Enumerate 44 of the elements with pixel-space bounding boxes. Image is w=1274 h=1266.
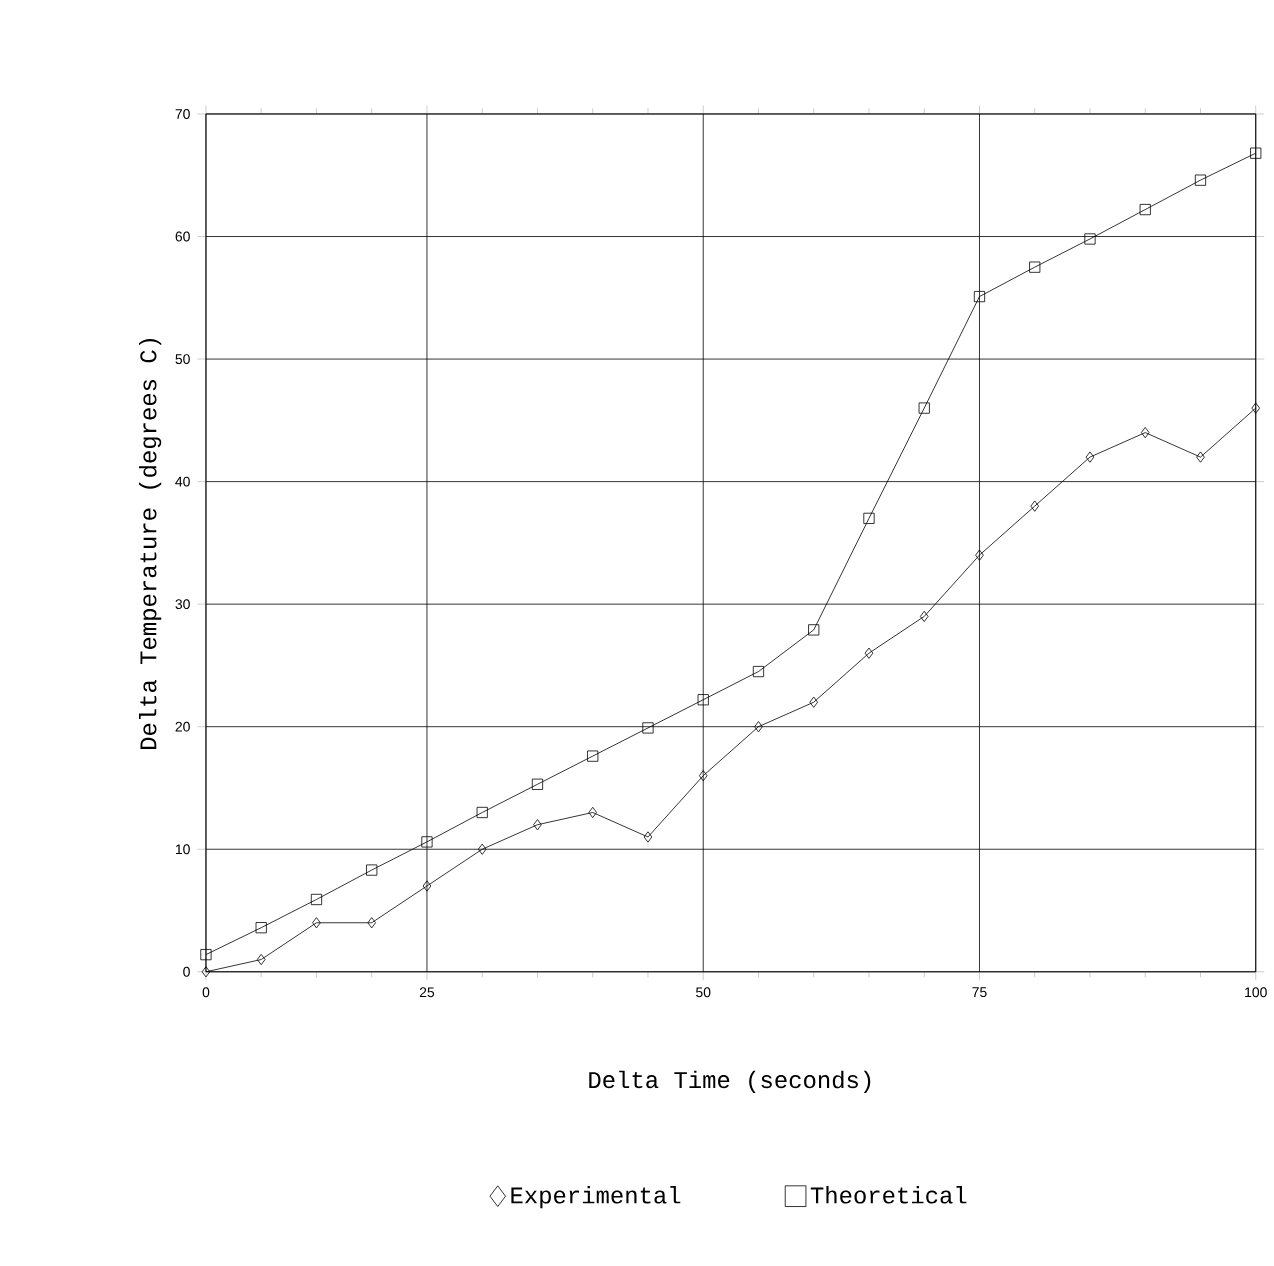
point [754,721,763,733]
point [1085,451,1095,463]
x-axis-title: Delta Time (seconds) [589,1070,871,1094]
point [310,894,323,906]
legend-label: Theoretical [810,1186,967,1204]
point [973,291,986,303]
legend-label: Experimental [511,1186,681,1209]
point [476,807,488,819]
point [1084,233,1096,245]
point [422,880,432,892]
point [1194,174,1207,186]
point [808,624,820,636]
point [919,610,929,623]
point [1029,261,1041,273]
point [588,807,597,819]
point [312,917,321,929]
point [531,778,544,790]
point [1139,204,1151,216]
point [1250,147,1262,159]
point [1251,402,1261,414]
point [643,831,653,843]
point [477,843,487,855]
point [201,966,211,978]
point [863,512,875,525]
point [255,922,267,934]
point [1030,500,1040,512]
point [698,770,708,782]
point [421,836,433,848]
point [366,864,378,876]
point [1140,427,1150,439]
point [697,694,709,706]
point [1196,451,1205,463]
point [809,696,819,708]
point [533,819,542,831]
point [864,647,874,659]
point [367,917,376,929]
y-axis-title: Delta Temperature (degrees C) [138,339,162,750]
point [256,954,266,966]
point [975,549,984,561]
point [752,666,765,678]
point [587,750,599,762]
point [918,402,930,414]
point [200,949,212,961]
point [642,722,654,734]
